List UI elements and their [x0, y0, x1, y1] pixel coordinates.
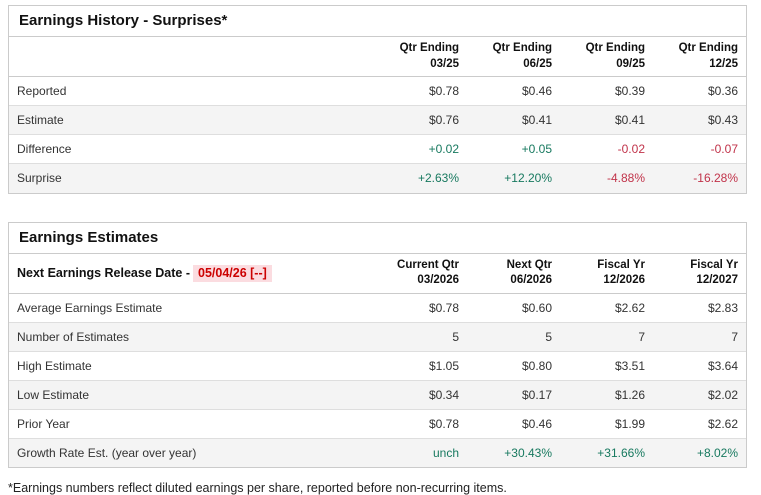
history-col-header: Qtr Ending 03/25 — [374, 37, 467, 78]
row-label: Surprise — [17, 171, 62, 186]
cell-value: $2.62 — [653, 409, 746, 439]
row-label: Average Earnings Estimate — [9, 293, 374, 323]
earnings-history-table: Qtr Ending 03/25 Qtr Ending 06/25 Qtr Endi… — [9, 37, 746, 193]
cell-value: $2.62 — [560, 293, 653, 323]
cell-value: $2.02 — [653, 380, 746, 410]
earnings-estimates-table: Next Earnings Release Date -05/04/26 [--… — [9, 253, 746, 468]
cell-value: unch — [432, 445, 459, 460]
cell-value: +30.43% — [504, 445, 552, 460]
cell-value: $3.64 — [653, 351, 746, 381]
cell-value: $3.51 — [560, 351, 653, 381]
table-row: Surprise +2.63% +12.20% -4.88% -16.28% — [9, 163, 746, 193]
table-row: Difference +0.02 +0.05 -0.02 -0.07 — [9, 134, 746, 165]
table-row: Growth Rate Est. (year over year) unch +… — [9, 438, 746, 468]
cell-value: $0.46 — [467, 409, 560, 439]
row-label: Prior Year — [9, 409, 374, 439]
cell-value: +0.02 — [374, 134, 467, 165]
history-header-blank — [9, 37, 374, 78]
table-row: Reported $0.78 $0.46 $0.39 $0.36 — [9, 76, 746, 107]
cell-value: +8.02% — [696, 445, 738, 460]
cell-value: $0.41 — [467, 105, 560, 136]
cell-value: $0.60 — [467, 293, 560, 323]
row-label: Estimate — [9, 105, 374, 136]
col-header-line2: 09/25 — [616, 57, 645, 70]
estimates-col-header: Fiscal Yr 12/2026 — [560, 253, 653, 294]
table-row: Estimate $0.76 $0.41 $0.41 $0.43 — [9, 105, 746, 136]
table-row: High Estimate $1.05 $0.80 $3.51 $3.64 — [9, 351, 746, 381]
col-header-line1: Fiscal Yr — [690, 258, 738, 271]
col-header-line1: Qtr Ending — [585, 42, 645, 54]
history-col-header: Qtr Ending 09/25 — [560, 37, 653, 78]
col-header-line2: 12/25 — [709, 57, 738, 70]
cell-value: $1.05 — [374, 351, 467, 381]
cell-value: -16.28% — [693, 171, 738, 186]
col-header-line1: Qtr Ending — [492, 42, 552, 54]
cell-value: $1.99 — [560, 409, 653, 439]
cell-value: +2.63% — [417, 171, 459, 186]
cell-value: $0.80 — [467, 351, 560, 381]
footnote: *Earnings numbers reflect diluted earnin… — [8, 481, 507, 495]
next-earnings-release: Next Earnings Release Date -05/04/26 [--… — [9, 253, 374, 294]
cell-value: $0.76 — [374, 105, 467, 136]
col-header-line1: Qtr Ending — [678, 42, 738, 54]
cell-value: $1.26 — [560, 380, 653, 410]
cell-value: $0.43 — [653, 105, 746, 136]
cell-value: $0.36 — [653, 76, 746, 107]
cell-value: $2.83 — [653, 293, 746, 323]
cell-value: $0.46 — [467, 76, 560, 107]
cell-value: $0.78 — [374, 409, 467, 439]
cell-value: 7 — [560, 322, 653, 352]
earnings-estimates-title: Earnings Estimates — [9, 223, 746, 254]
col-header-line2: 12/2026 — [603, 274, 645, 287]
release-date-label: Next Earnings Release Date - — [17, 265, 190, 280]
cell-value: 7 — [653, 322, 746, 352]
cell-value: -0.02 — [560, 134, 653, 165]
cell-value: +12.20% — [504, 171, 552, 186]
row-label: Low Estimate — [9, 380, 374, 410]
cell-value: -4.88% — [606, 171, 645, 186]
history-header-row: Qtr Ending 03/25 Qtr Ending 06/25 Qtr Endi… — [9, 37, 746, 78]
earnings-history-title: Earnings History - Surprises* — [9, 6, 746, 37]
col-header-line2: 12/2027 — [696, 274, 738, 287]
col-header-line1: Qtr Ending — [399, 42, 459, 54]
cell-value: $0.78 — [374, 293, 467, 323]
earnings-history-card: Earnings History - Surprises* Qtr Ending… — [8, 5, 747, 194]
history-col-header: Qtr Ending 12/25 — [653, 37, 746, 78]
col-header-line1: Next Qtr — [506, 258, 552, 271]
cell-value: +0.05 — [467, 134, 560, 165]
cell-value: $0.39 — [560, 76, 653, 107]
cell-value: $0.34 — [374, 380, 467, 410]
col-header-line2: 03/2026 — [417, 274, 459, 287]
release-date-value: 05/04/26 [--] — [193, 264, 272, 282]
col-header-line1: Current Qtr — [397, 258, 459, 271]
col-header-line1: Fiscal Yr — [597, 258, 645, 271]
estimates-col-header: Fiscal Yr 12/2027 — [653, 253, 746, 294]
cell-value: $0.17 — [467, 380, 560, 410]
cell-value: $0.78 — [374, 76, 467, 107]
row-label: Growth Rate Est. (year over year) — [17, 445, 197, 460]
history-col-header: Qtr Ending 06/25 — [467, 37, 560, 78]
estimates-col-header: Current Qtr 03/2026 — [374, 253, 467, 294]
estimates-header-row: Next Earnings Release Date -05/04/26 [--… — [9, 253, 746, 294]
row-label: Number of Estimates — [9, 322, 374, 352]
table-row: Prior Year $0.78 $0.46 $1.99 $2.62 — [9, 409, 746, 439]
col-header-line2: 06/25 — [523, 57, 552, 70]
table-row: Average Earnings Estimate $0.78 $0.60 $2… — [9, 293, 746, 323]
row-label: Reported — [9, 76, 374, 107]
row-label: Difference — [9, 134, 374, 165]
col-header-line2: 06/2026 — [510, 274, 552, 287]
col-header-line2: 03/25 — [430, 57, 459, 70]
cell-value: $0.41 — [560, 105, 653, 136]
cell-value: +31.66% — [597, 445, 645, 460]
cell-value: 5 — [467, 322, 560, 352]
cell-value: 5 — [374, 322, 467, 352]
cell-value: -0.07 — [653, 134, 746, 165]
table-row: Number of Estimates 5 5 7 7 — [9, 322, 746, 352]
row-label: High Estimate — [9, 351, 374, 381]
estimates-col-header: Next Qtr 06/2026 — [467, 253, 560, 294]
earnings-estimates-card: Earnings Estimates Next Earnings Release… — [8, 221, 747, 469]
table-row: Low Estimate $0.34 $0.17 $1.26 $2.02 — [9, 380, 746, 410]
